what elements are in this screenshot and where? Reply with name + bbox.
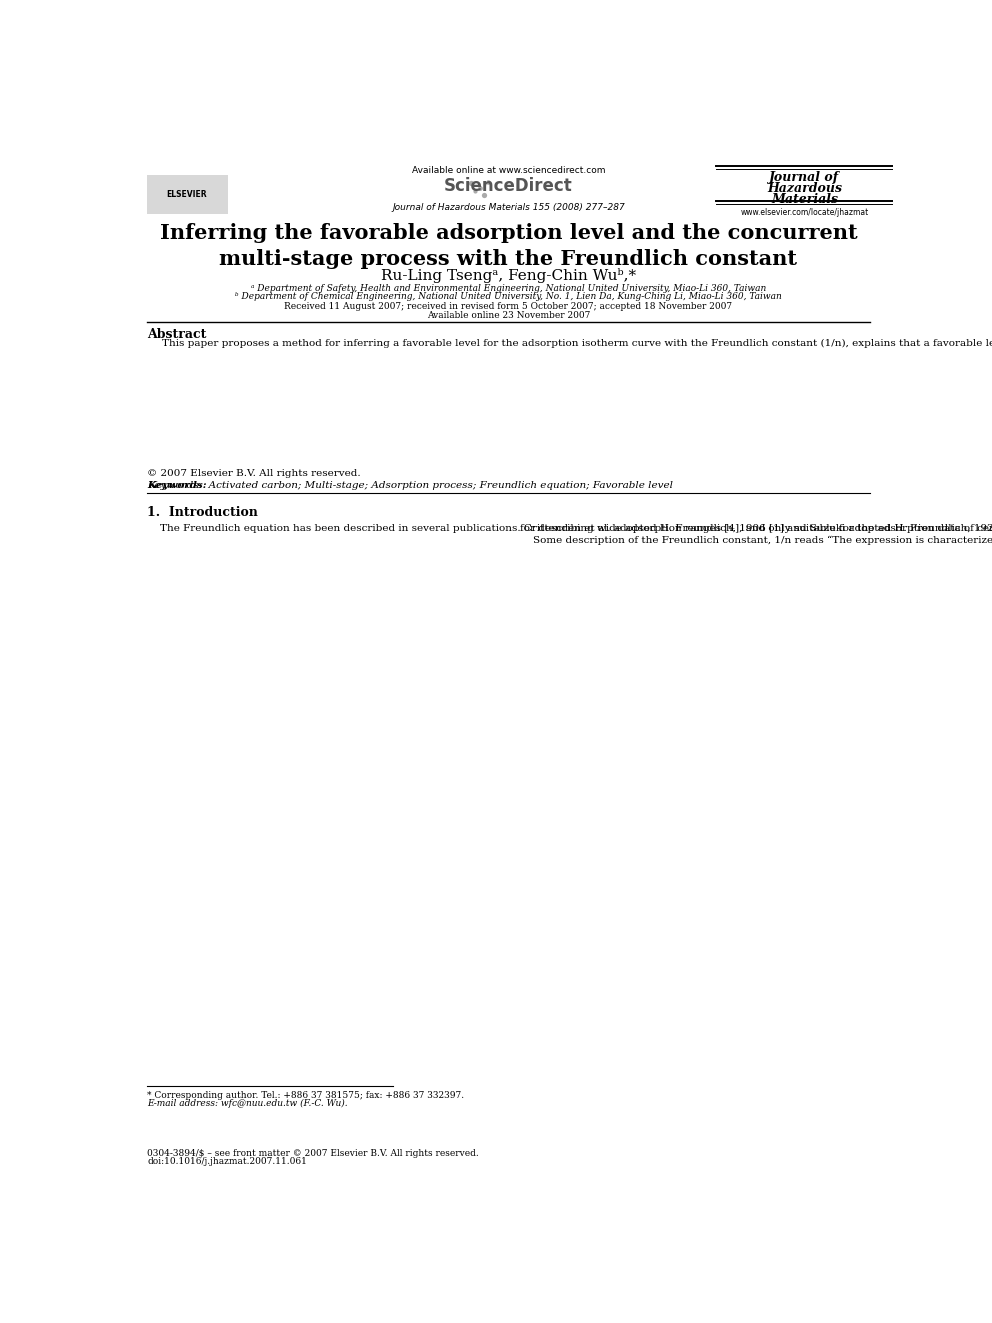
Text: Received 11 August 2007; received in revised form 5 October 2007; accepted 18 No: Received 11 August 2007; received in rev…	[285, 303, 732, 311]
Text: * Corresponding author. Tel.: +886 37 381575; fax: +886 37 332397.: * Corresponding author. Tel.: +886 37 38…	[147, 1091, 464, 1099]
Text: 1.  Introduction: 1. Introduction	[147, 507, 258, 519]
Text: Abstract: Abstract	[147, 328, 206, 341]
Text: Hazardous: Hazardous	[767, 183, 842, 196]
Text: Ru-Ling Tsengᵃ, Feng-Chin Wuᵇ,*: Ru-Ling Tsengᵃ, Feng-Chin Wuᵇ,*	[381, 267, 636, 283]
Text: Keywords:  Activated carbon; Multi-stage; Adsorption process; Freundlich equatio: Keywords: Activated carbon; Multi-stage;…	[147, 480, 673, 490]
Text: ScienceDirect: ScienceDirect	[444, 177, 572, 194]
Text: Materials: Materials	[771, 193, 838, 206]
Text: Journal of Hazardous Materials 155 (2008) 277–287: Journal of Hazardous Materials 155 (2008…	[392, 202, 625, 212]
Bar	[147, 175, 228, 214]
Text: Journal of: Journal of	[770, 171, 839, 184]
Text: The Freundlich equation has been described in several publications. Crittenden e: The Freundlich equation has been describ…	[147, 524, 992, 533]
Text: www.elsevier.com/locate/jhazmat: www.elsevier.com/locate/jhazmat	[740, 208, 869, 217]
Text: ᵇ Department of Chemical Engineering, National United University, No. 1, Lien Da: ᵇ Department of Chemical Engineering, Na…	[235, 292, 782, 302]
Text: This paper proposes a method for inferring a favorable level for the adsorption : This paper proposes a method for inferri…	[163, 339, 992, 348]
Text: Inferring the favorable adsorption level and the concurrent
multi-stage process : Inferring the favorable adsorption level…	[160, 224, 857, 270]
Text: Keywords:: Keywords:	[147, 480, 206, 490]
Text: Available online at www.sciencedirect.com: Available online at www.sciencedirect.co…	[412, 165, 605, 175]
Text: doi:10.1016/j.jhazmat.2007.11.061: doi:10.1016/j.jhazmat.2007.11.061	[147, 1158, 307, 1166]
Text: ELSEVIER: ELSEVIER	[167, 191, 207, 198]
Text: ᵃ Department of Safety, Health and Environmental Engineering, National United Un: ᵃ Department of Safety, Health and Envir…	[251, 284, 766, 294]
Text: Available online 23 November 2007: Available online 23 November 2007	[427, 311, 590, 320]
Text: E-mail address: wfc@nuu.edu.tw (F.-C. Wu).: E-mail address: wfc@nuu.edu.tw (F.-C. Wu…	[147, 1099, 347, 1109]
Text: for describing wide adsorption ranges [4], and only suitable for the adsorption : for describing wide adsorption ranges [4…	[520, 524, 992, 545]
Text: © 2007 Elsevier B.V. All rights reserved.: © 2007 Elsevier B.V. All rights reserved…	[147, 470, 361, 479]
Text: 0304-3894/$ – see front matter © 2007 Elsevier B.V. All rights reserved.: 0304-3894/$ – see front matter © 2007 El…	[147, 1148, 479, 1158]
